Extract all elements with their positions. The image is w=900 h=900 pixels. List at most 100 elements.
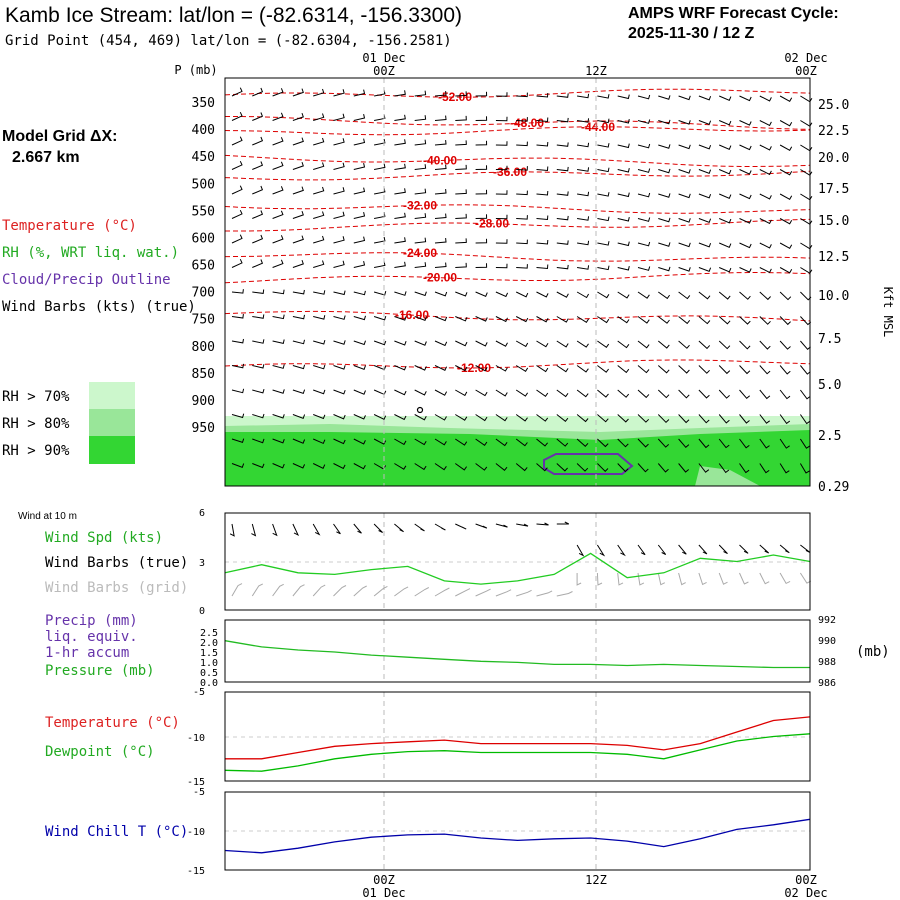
wind-barb <box>353 438 366 445</box>
bottom-day-label-1: 01 Dec <box>362 886 405 900</box>
wind-barb <box>739 218 752 224</box>
wind-barb <box>617 340 630 349</box>
wind-barb <box>394 316 407 321</box>
wind-barb <box>333 211 345 219</box>
wind-ytick-0: 0 <box>199 606 205 617</box>
wind-barb <box>495 141 508 146</box>
wind-barb <box>475 291 488 297</box>
wind-barb <box>252 364 265 369</box>
wind-barb-10m-true <box>414 523 425 532</box>
height-tick-label: 5.0 <box>818 378 841 393</box>
wind-barb <box>252 463 265 469</box>
wind-barb-10m-true <box>516 523 529 527</box>
wind-barb <box>272 463 285 469</box>
wind-barb <box>536 166 549 172</box>
wind-barb <box>556 414 569 422</box>
precip-label-accum: 1-hr accum <box>45 645 129 661</box>
wind-barb <box>576 463 589 472</box>
wind-barb <box>556 240 569 245</box>
height-tick-label: 12.5 <box>818 250 849 265</box>
wind-barb <box>658 95 671 100</box>
wind-barb-10m-true <box>373 523 383 533</box>
isotherm-line <box>224 359 811 369</box>
wind-barb <box>455 115 467 121</box>
wind-barb <box>455 340 468 347</box>
wind-barb <box>536 92 549 98</box>
rh-legend-90-label: RH > 90% <box>2 443 70 459</box>
wind-barb <box>739 438 750 449</box>
wind-barb <box>718 414 730 424</box>
wind-barb <box>637 316 650 324</box>
wind-barb <box>313 211 325 219</box>
wind-barb-10m-true <box>556 521 570 525</box>
wind-barb <box>515 316 529 323</box>
wind-barb-10m-true <box>251 523 257 537</box>
wind-barb <box>617 265 630 271</box>
precip-tick-label: 2.0 <box>200 638 218 649</box>
wind-barb <box>374 261 386 268</box>
wind-barb <box>536 365 549 373</box>
wind-barb <box>374 236 386 244</box>
wind-barb <box>698 144 712 150</box>
precip-tick-label: 2.5 <box>200 628 218 639</box>
isotherm-label: -12.00 <box>457 361 491 375</box>
wind-barb <box>556 365 569 373</box>
pressure-tick-label: 500 <box>192 177 215 192</box>
wind-barb <box>698 95 712 101</box>
isotherm-label: -40.00 <box>423 154 457 168</box>
wind-barb <box>576 365 589 373</box>
legend-temperature: Temperature (°C) <box>2 218 137 234</box>
precip-tick-label: 1.0 <box>200 658 218 669</box>
wind-barb <box>414 389 427 396</box>
height-tick-label: 0.29 <box>818 480 849 495</box>
wind-barb <box>252 388 265 394</box>
wind-barb <box>658 168 671 174</box>
wind-barb-10m-true <box>333 523 341 535</box>
precip-panel-frame <box>224 619 811 683</box>
wind-barb <box>434 438 447 446</box>
wind-barb <box>455 291 468 297</box>
wind-barb <box>759 365 771 375</box>
wind-barb <box>536 264 549 270</box>
pressure-mb-axis: 992 990 988 986 <box>818 615 836 689</box>
wind-barb <box>597 143 610 148</box>
top-day-label-1: 01 Dec <box>362 51 405 65</box>
wind-barb-10m-grid <box>516 589 532 597</box>
wind-barb <box>292 235 304 244</box>
wind-barb <box>779 95 793 102</box>
wind-barb <box>759 169 772 176</box>
isotherm-label: -28.00 <box>475 217 509 231</box>
wind-barb <box>576 414 589 423</box>
top-hour-label-1: 00Z <box>373 64 395 78</box>
wind-barb-10m-true <box>455 523 467 530</box>
wind-barb <box>617 167 630 173</box>
wind-barb <box>252 210 264 219</box>
wind-barb-10m-grid <box>312 584 326 597</box>
wind-barb <box>577 142 590 148</box>
cross-section-frame <box>224 77 811 487</box>
wind-barb-10m-grid <box>576 573 582 586</box>
wind-barb-10m-true <box>596 544 606 557</box>
wind-barb <box>516 117 528 122</box>
wind-barb <box>658 242 671 247</box>
wind-barb <box>719 242 732 248</box>
wind-barb <box>414 463 427 471</box>
wind-barb <box>353 260 366 268</box>
wind-barb <box>333 89 345 97</box>
wind-barb <box>414 414 427 421</box>
wind-barb <box>333 463 346 470</box>
wind-barb <box>231 289 244 294</box>
wind-barb <box>272 112 284 121</box>
wind-barb <box>698 438 710 449</box>
wind-barb <box>394 365 407 371</box>
wind-barb <box>515 414 528 422</box>
legend-cloud: Cloud/Precip Outline <box>2 272 171 288</box>
wind-barb <box>556 166 569 172</box>
isotherm-label: -52.00 <box>438 90 472 104</box>
wind-barb <box>658 217 671 223</box>
wind-barb <box>678 169 691 174</box>
wind-barb <box>414 139 427 146</box>
wind-barb <box>779 340 791 350</box>
wind-barb <box>252 87 264 97</box>
wind-spd-label: Wind Spd (kts) <box>45 530 163 546</box>
